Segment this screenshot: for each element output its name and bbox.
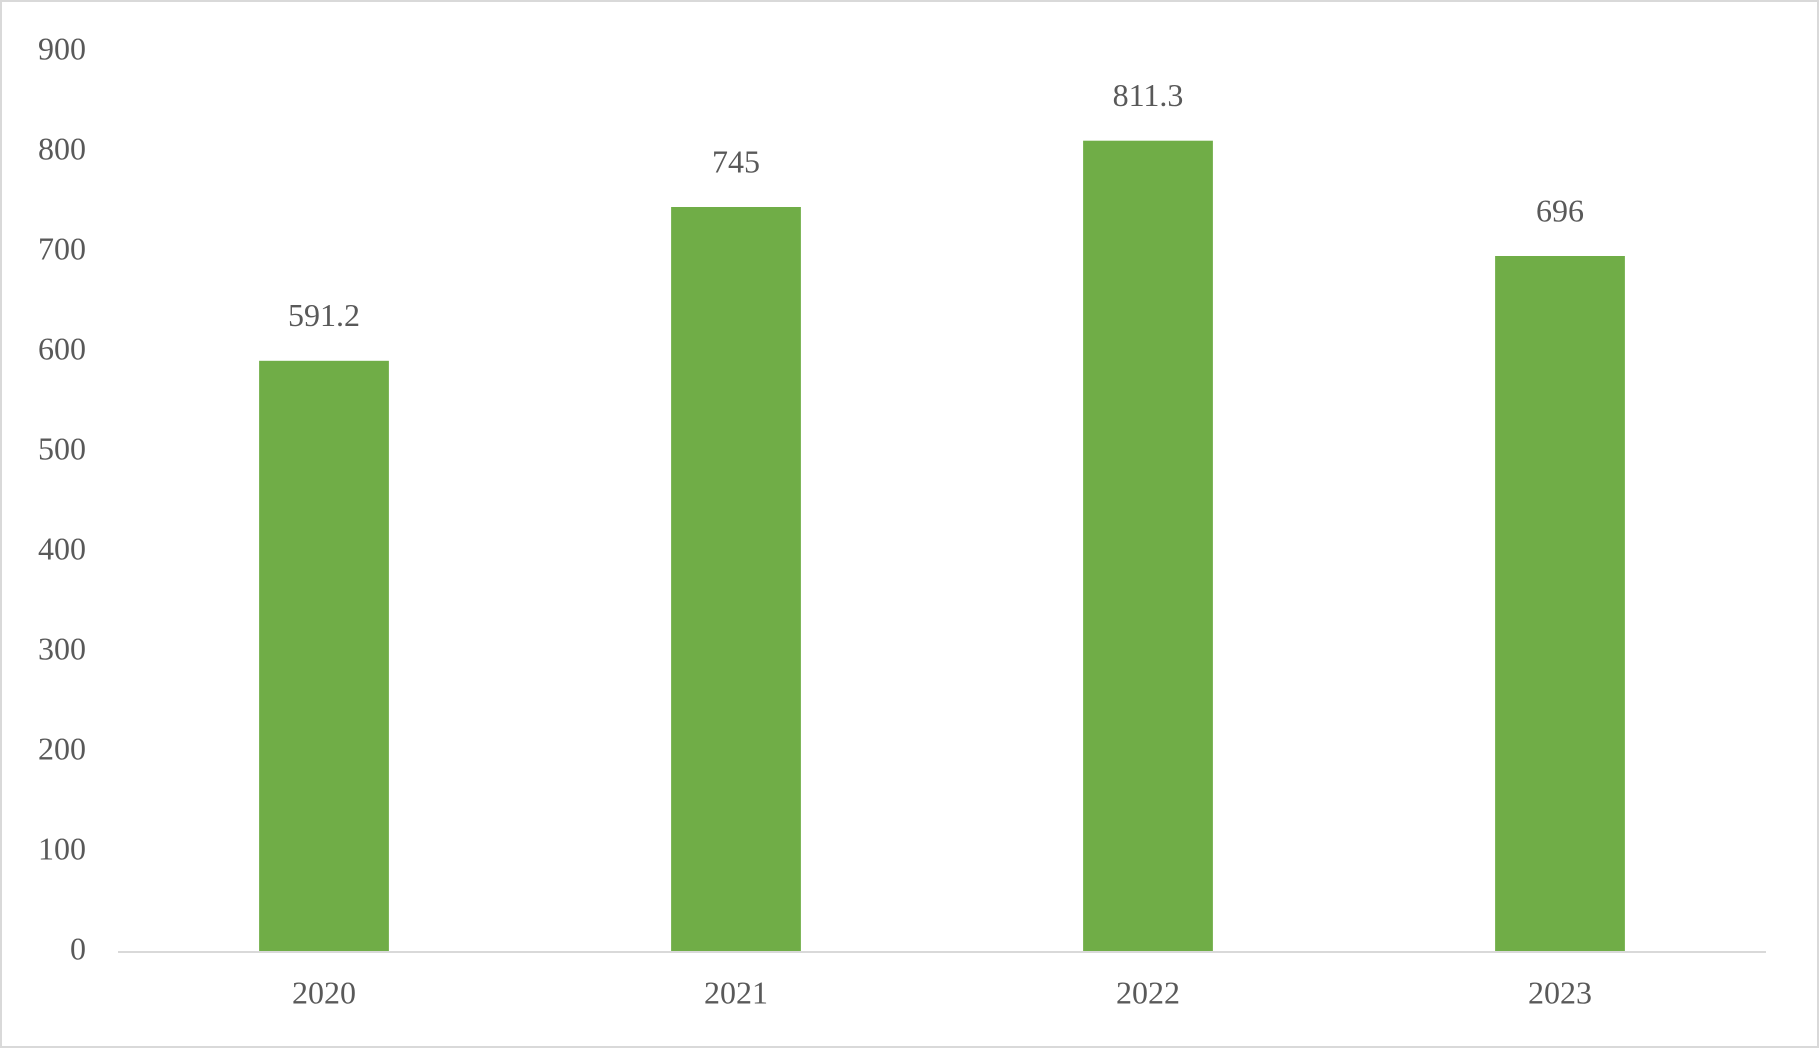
y-tick-label: 0 <box>70 930 86 966</box>
bar <box>1495 256 1625 952</box>
bar <box>671 207 801 952</box>
data-label: 696 <box>1536 192 1584 228</box>
bar <box>1083 140 1213 952</box>
y-tick-label: 800 <box>38 130 86 166</box>
data-label: 811.3 <box>1113 77 1184 113</box>
y-tick-label: 500 <box>38 430 86 466</box>
y-tick-label: 200 <box>38 730 86 766</box>
y-tick-label: 700 <box>38 230 86 266</box>
y-tick-label: 300 <box>38 630 86 666</box>
y-tick-label: 400 <box>38 530 86 566</box>
x-tick-label: 2022 <box>1116 974 1180 1010</box>
data-label: 591.2 <box>288 297 360 333</box>
y-tick-label: 600 <box>38 330 86 366</box>
x-tick-label: 2020 <box>292 974 356 1010</box>
y-tick-label: 100 <box>38 830 86 866</box>
y-tick-label: 900 <box>38 30 86 66</box>
data-label: 745 <box>712 143 760 179</box>
bar <box>259 360 389 952</box>
x-tick-label: 2023 <box>1528 974 1592 1010</box>
x-tick-label: 2021 <box>704 974 768 1010</box>
